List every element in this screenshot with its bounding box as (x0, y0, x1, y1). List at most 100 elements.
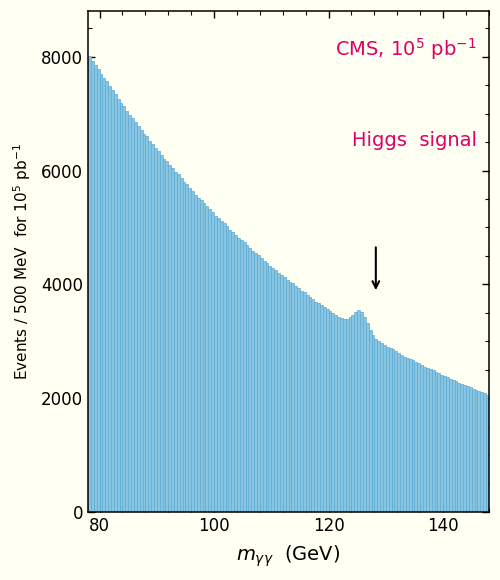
Bar (297, 288, 300, 512)
Bar (134, 122, 137, 512)
Bar (128, 115, 131, 512)
Bar (438, 373, 440, 512)
Bar (446, 377, 449, 512)
Bar (343, 319, 346, 512)
Bar (286, 280, 288, 512)
Bar (458, 383, 460, 512)
Bar (226, 226, 228, 512)
Bar (474, 390, 478, 512)
Bar (312, 299, 314, 512)
Bar (262, 260, 266, 512)
Bar (354, 311, 357, 512)
Bar (91, 60, 94, 512)
Y-axis label: Events / 500 MeV  for $10^5$ pb$^{-1}$: Events / 500 MeV for $10^5$ pb$^{-1}$ (11, 143, 33, 380)
Bar (142, 134, 146, 512)
Bar (403, 357, 406, 512)
Bar (374, 339, 377, 512)
Bar (117, 99, 119, 512)
Bar (368, 330, 372, 512)
Bar (211, 212, 214, 512)
Bar (131, 118, 134, 512)
Bar (100, 74, 102, 512)
Bar (478, 392, 480, 512)
Bar (483, 393, 486, 512)
Bar (429, 369, 432, 512)
Bar (108, 86, 111, 512)
Bar (388, 348, 392, 512)
Bar (386, 347, 388, 512)
Bar (174, 172, 177, 512)
Bar (486, 395, 489, 512)
X-axis label: $m_{\gamma\gamma}$  (GeV): $m_{\gamma\gamma}$ (GeV) (236, 543, 341, 569)
Text: Higgs  signal: Higgs signal (352, 132, 477, 150)
Bar (237, 238, 240, 512)
Bar (214, 216, 217, 512)
Bar (137, 126, 140, 512)
Bar (146, 136, 148, 512)
Bar (414, 362, 418, 512)
Bar (272, 267, 274, 512)
Bar (434, 372, 438, 512)
Bar (332, 313, 334, 512)
Bar (111, 90, 114, 512)
Bar (266, 263, 268, 512)
Bar (268, 266, 272, 512)
Bar (320, 305, 323, 512)
Bar (454, 381, 458, 512)
Bar (126, 111, 128, 512)
Bar (228, 230, 232, 512)
Bar (191, 191, 194, 512)
Bar (182, 182, 186, 512)
Bar (140, 130, 142, 512)
Bar (460, 384, 463, 512)
Bar (197, 198, 200, 512)
Bar (348, 317, 352, 512)
Bar (400, 354, 403, 512)
Bar (306, 295, 308, 512)
Bar (202, 203, 205, 512)
Bar (154, 148, 157, 512)
Bar (408, 359, 412, 512)
Bar (432, 371, 434, 512)
Bar (314, 302, 317, 512)
Bar (96, 68, 100, 512)
Text: CMS, $10^5$ pb$^{-1}$: CMS, $10^5$ pb$^{-1}$ (336, 36, 477, 62)
Bar (166, 161, 168, 512)
Bar (283, 277, 286, 512)
Bar (157, 151, 160, 512)
Bar (122, 106, 126, 512)
Bar (357, 310, 360, 512)
Bar (217, 218, 220, 512)
Bar (372, 335, 374, 512)
Bar (102, 78, 106, 512)
Bar (418, 364, 420, 512)
Bar (406, 358, 408, 512)
Bar (472, 389, 474, 512)
Bar (160, 155, 162, 512)
Bar (366, 324, 368, 512)
Bar (280, 274, 283, 512)
Bar (257, 255, 260, 512)
Bar (463, 385, 466, 512)
Bar (392, 350, 394, 512)
Bar (394, 351, 398, 512)
Bar (106, 81, 108, 512)
Bar (148, 140, 151, 512)
Bar (114, 94, 117, 512)
Bar (246, 245, 248, 512)
Bar (162, 158, 166, 512)
Bar (300, 291, 303, 512)
Bar (254, 253, 257, 512)
Bar (94, 64, 96, 512)
Bar (317, 303, 320, 512)
Bar (346, 319, 348, 512)
Bar (363, 317, 366, 512)
Bar (240, 240, 242, 512)
Bar (398, 353, 400, 512)
Bar (449, 379, 452, 512)
Bar (380, 343, 383, 512)
Bar (360, 313, 363, 512)
Bar (248, 248, 252, 512)
Bar (180, 178, 182, 512)
Bar (168, 165, 171, 512)
